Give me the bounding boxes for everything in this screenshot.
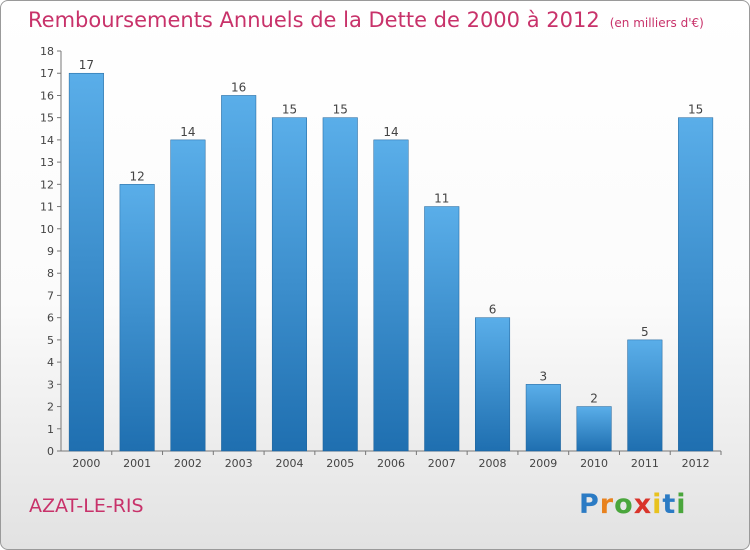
logo-letter: i <box>676 489 687 520</box>
y-tick-label: 8 <box>47 267 54 280</box>
bar-value-label: 5 <box>641 325 649 339</box>
x-tick-label: 2001 <box>123 457 151 470</box>
y-tick-label: 5 <box>47 334 54 347</box>
bar-2004[interactable] <box>271 117 307 452</box>
bar-2002[interactable] <box>170 139 206 452</box>
y-tick-label: 12 <box>40 178 54 191</box>
logo-letter: x <box>633 489 653 520</box>
bar-2001[interactable] <box>119 184 155 452</box>
bar-value-label: 3 <box>539 369 547 383</box>
bar-2008[interactable] <box>475 317 511 452</box>
x-tick-label: 2000 <box>72 457 100 470</box>
logo-letter: t <box>662 489 677 520</box>
x-tick-label: 2005 <box>326 457 354 470</box>
x-tick-label: 2011 <box>631 457 659 470</box>
y-tick-label: 2 <box>47 401 54 414</box>
y-tick-label: 17 <box>40 67 54 80</box>
bar-value-label: 14 <box>383 125 398 139</box>
x-tick-label: 2004 <box>275 457 303 470</box>
y-tick-label: 15 <box>40 112 54 125</box>
chart-unit: (en milliers d'€) <box>609 16 704 30</box>
bar-value-label: 14 <box>180 125 195 139</box>
bar-value-label: 15 <box>282 103 297 117</box>
proxiti-logo[interactable]: Proxiti <box>579 489 687 520</box>
x-tick-label: 2009 <box>529 457 557 470</box>
x-tick-label: 2007 <box>428 457 456 470</box>
bar-value-label: 2 <box>590 392 598 406</box>
y-tick-label: 16 <box>40 89 54 102</box>
bar-2007[interactable] <box>424 206 460 452</box>
bar-value-label: 11 <box>434 192 449 206</box>
bar-value-label: 17 <box>79 58 94 72</box>
x-tick-label: 2002 <box>174 457 202 470</box>
y-tick-label: 7 <box>47 289 54 302</box>
logo-letter: P <box>579 489 600 520</box>
bar-2003[interactable] <box>221 95 257 452</box>
y-tick-label: 0 <box>47 445 54 458</box>
x-tick-label: 2003 <box>225 457 253 470</box>
y-tick-label: 9 <box>47 245 54 258</box>
y-tick-label: 18 <box>40 45 54 58</box>
y-tick-label: 6 <box>47 312 54 325</box>
y-tick-label: 1 <box>47 423 54 436</box>
x-tick-label: 2006 <box>377 457 405 470</box>
chart-title-text: Remboursements Annuels de la Dette de 20… <box>28 8 600 32</box>
y-tick-label: 13 <box>40 156 54 169</box>
bar-value-label: 6 <box>489 303 497 317</box>
bar-2006[interactable] <box>373 139 409 452</box>
bar-2010[interactable] <box>576 406 612 452</box>
bar-value-label: 15 <box>688 103 703 117</box>
y-tick-label: 3 <box>47 378 54 391</box>
logo-letter: i <box>652 489 663 520</box>
bar-value-label: 12 <box>130 169 145 183</box>
chart-title: Remboursements Annuels de la Dette de 20… <box>28 8 704 32</box>
y-tick-label: 4 <box>47 356 54 369</box>
y-tick-label: 14 <box>40 134 54 147</box>
y-tick-label: 11 <box>40 201 54 214</box>
logo-letter: o <box>614 489 634 520</box>
bar-2009[interactable] <box>525 384 561 452</box>
commune-name: AZAT-LE-RIS <box>29 495 144 517</box>
bar-2000[interactable] <box>68 72 104 452</box>
bar-2012[interactable] <box>678 117 714 452</box>
bar-2005[interactable] <box>322 117 358 452</box>
logo-letter: r <box>599 489 615 520</box>
bar-value-label: 16 <box>231 80 246 94</box>
bar-value-label: 15 <box>333 103 348 117</box>
x-tick-label: 2008 <box>479 457 507 470</box>
y-tick-label: 10 <box>40 223 54 236</box>
x-tick-label: 2012 <box>682 457 710 470</box>
x-tick-label: 2010 <box>580 457 608 470</box>
bar-2011[interactable] <box>627 339 663 452</box>
